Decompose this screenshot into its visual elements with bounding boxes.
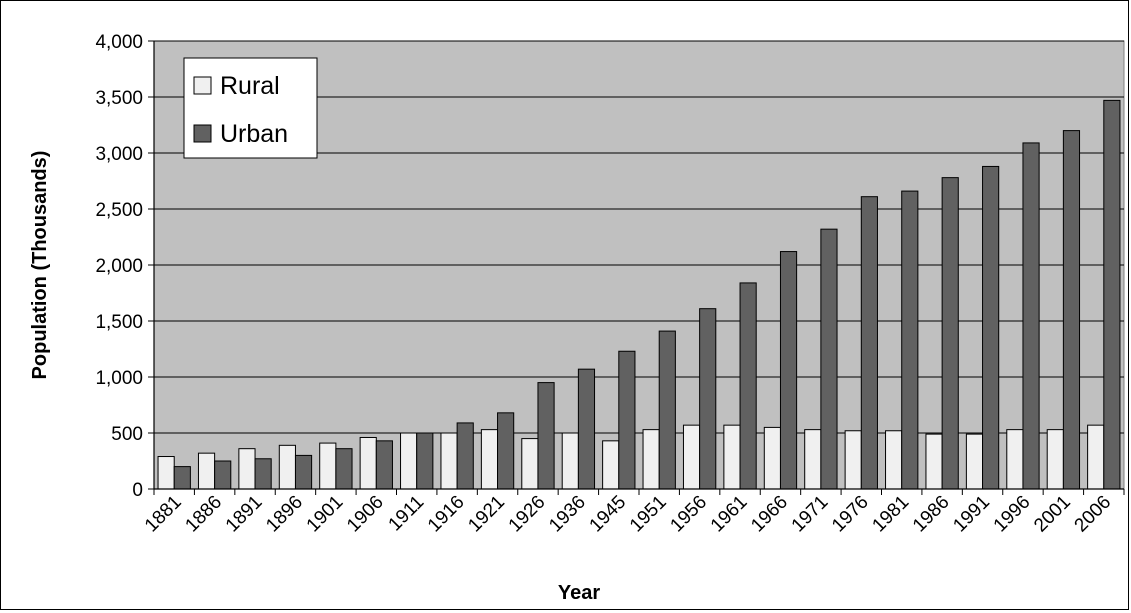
x-tick-label: 1945: [586, 492, 631, 537]
x-tick-label: 1926: [505, 492, 550, 537]
x-tick-label: 1996: [990, 492, 1035, 537]
bar-rural-1986: [925, 433, 943, 490]
bar-urban-1951: [658, 330, 676, 490]
x-tick-label: 1886: [181, 492, 226, 537]
x-tick-label: 1911: [385, 492, 429, 536]
bar-urban-1961: [739, 282, 757, 490]
bar-urban-1971: [820, 228, 838, 490]
legend-label-rural: Rural: [220, 72, 280, 100]
y-tick-label: 0: [132, 480, 143, 501]
bar-urban-1966: [779, 251, 798, 490]
bar-rural-1901: [319, 442, 337, 490]
legend-swatch-urban: [193, 124, 212, 143]
x-tick-label: 1986: [909, 492, 954, 537]
x-tick-label: 2001: [1030, 492, 1075, 537]
bar-urban-1886: [214, 460, 232, 490]
y-tick-label: 3,500: [95, 88, 143, 109]
bar-urban-1936: [577, 368, 596, 490]
x-tick-label: 1921: [464, 492, 509, 537]
bar-urban-1906: [375, 440, 393, 490]
legend-swatch-rural: [193, 76, 212, 95]
bar-rural-1951: [642, 429, 660, 490]
bar-urban-1996: [1022, 142, 1040, 490]
x-tick-label: 1881: [141, 492, 186, 537]
x-tick-label: 1891: [222, 492, 267, 537]
x-tick-label: 1901: [303, 492, 348, 537]
y-tick-label: 4,000: [95, 32, 143, 53]
bar-rural-1961: [723, 424, 741, 490]
x-tick-label: 1961: [707, 492, 752, 537]
legend-label-urban: Urban: [220, 120, 288, 148]
bar-urban-1911: [416, 432, 434, 490]
y-tick-label: 2,500: [95, 200, 143, 221]
bar-urban-2001: [1062, 130, 1081, 490]
x-tick-label: 1981: [868, 492, 913, 537]
x-tick-label: 1916: [424, 492, 469, 537]
bar-rural-1926: [521, 438, 539, 490]
bar-rural-1945: [602, 440, 620, 490]
y-tick-label: 1,500: [95, 312, 143, 333]
x-axis-title: Year: [558, 582, 600, 604]
x-tick-label: 1976: [828, 492, 873, 537]
bar-urban-1896: [294, 454, 313, 490]
bar-rural-1881: [157, 456, 175, 490]
bar-urban-1916: [456, 422, 474, 490]
x-tick-label: 1966: [747, 492, 792, 537]
bar-rural-1981: [885, 430, 903, 490]
bar-urban-1926: [537, 382, 555, 490]
y-tick-label: 1,000: [95, 368, 143, 389]
bar-rural-1956: [682, 424, 701, 490]
bar-urban-1976: [860, 196, 878, 490]
bar-rural-1911: [400, 432, 418, 490]
y-tick-label: 3,000: [95, 144, 143, 165]
bar-urban-1901: [335, 448, 353, 490]
bar-rural-1886: [197, 452, 216, 490]
x-tick-label: 2006: [1071, 492, 1116, 537]
x-tick-label: 1991: [949, 492, 994, 537]
x-tick-label: 1906: [343, 492, 388, 537]
bar-rural-1891: [238, 448, 256, 490]
x-tick-label: 1896: [262, 492, 307, 537]
bar-urban-1891: [254, 458, 272, 490]
bar-rural-1991: [965, 433, 984, 490]
x-tick-label: 1971: [788, 492, 833, 537]
bar-rural-1976: [844, 430, 862, 490]
y-axis-title: Population (Thousands): [29, 151, 51, 380]
bar-urban-1921: [497, 412, 515, 490]
bar-rural-1971: [804, 429, 822, 490]
bar-rural-2006: [1087, 424, 1105, 490]
bar-urban-1881: [173, 466, 191, 490]
x-tick-label: 1956: [666, 492, 711, 537]
bar-urban-2006: [1103, 99, 1121, 490]
x-tick-label: 1951: [626, 492, 671, 537]
bar-urban-1956: [699, 308, 717, 490]
bar-urban-1986: [941, 177, 959, 490]
bar-rural-1936: [561, 432, 579, 490]
bar-rural-1966: [763, 426, 781, 490]
y-tick-label: 2,000: [95, 256, 143, 277]
bar-urban-1991: [982, 165, 1000, 490]
bar-rural-2001: [1046, 429, 1064, 490]
bar-urban-1945: [618, 350, 636, 490]
bar-rural-1996: [1006, 429, 1024, 490]
bar-rural-1916: [440, 432, 458, 490]
bar-rural-1906: [359, 436, 377, 490]
y-tick-label: 500: [111, 424, 143, 445]
x-tick-label: 1936: [545, 492, 590, 537]
bar-rural-1921: [480, 429, 499, 490]
bar-urban-1981: [901, 190, 919, 490]
bar-rural-1896: [278, 444, 296, 490]
